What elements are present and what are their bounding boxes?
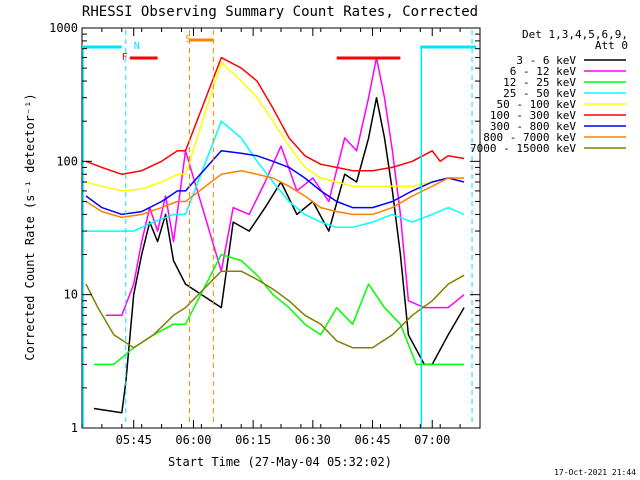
markers-layer: FN S bbox=[82, 30, 477, 427]
series-layer bbox=[85, 56, 465, 414]
y-tick-label: 10 bbox=[64, 288, 78, 302]
chart-title: RHESSI Observing Summary Count Rates, Co… bbox=[82, 4, 478, 20]
legend-header: Det 1,3,4,5,6,9, bbox=[522, 28, 628, 41]
series-line bbox=[85, 270, 465, 349]
legend-entry-label: 800 - 7000 keV bbox=[483, 131, 576, 144]
series-line bbox=[85, 150, 465, 216]
x-tick-label: 07:00 bbox=[414, 433, 450, 447]
axes-layer: 05:45 06:00 06:15 06:30 06:45 07:00 1 10 100 1000 bbox=[49, 21, 481, 447]
legend-entry-label: 6 - 12 keV bbox=[510, 65, 577, 78]
series-line bbox=[105, 56, 465, 317]
flag-label: N bbox=[134, 41, 140, 52]
x-tick-label: 06:30 bbox=[295, 433, 331, 447]
flag-label: S bbox=[185, 34, 191, 45]
legend-entry-label: 25 - 50 keV bbox=[503, 87, 576, 100]
footer-date: 17-Oct-2021 21:44 bbox=[554, 468, 636, 477]
x-tick-label: 05:45 bbox=[116, 433, 152, 447]
y-tick-label: 1000 bbox=[49, 21, 78, 35]
x-axis-label: Start Time (27-May-04 05:32:02) bbox=[168, 455, 392, 469]
legend-entry-label: 12 - 25 keV bbox=[503, 76, 576, 89]
flag-label: F bbox=[122, 52, 128, 63]
legend-entry-label: 300 - 800 keV bbox=[490, 120, 576, 133]
y-axis-label: Corrected Count Rate (s⁻¹ detector⁻¹) bbox=[23, 93, 37, 360]
series-line bbox=[85, 169, 465, 219]
legend-entry-label: 100 - 300 keV bbox=[490, 109, 576, 122]
series-line bbox=[93, 96, 465, 414]
legend-entry-label: 50 - 100 keV bbox=[497, 98, 577, 111]
series-line bbox=[85, 61, 465, 192]
series-line bbox=[86, 120, 465, 232]
x-tick-label: 06:15 bbox=[235, 433, 271, 447]
x-tick-label: 06:45 bbox=[354, 433, 390, 447]
y-tick-label: 1 bbox=[71, 421, 78, 435]
legend-entry-label: 3 - 6 keV bbox=[516, 54, 576, 67]
series-line bbox=[93, 253, 465, 366]
legend-entry-label: 7000 - 15000 keV bbox=[470, 142, 576, 155]
x-tick-label: 06:00 bbox=[175, 433, 211, 447]
y-tick-label: 100 bbox=[56, 154, 78, 168]
legend-header: Att 0 bbox=[595, 39, 628, 52]
series-line bbox=[85, 56, 465, 176]
